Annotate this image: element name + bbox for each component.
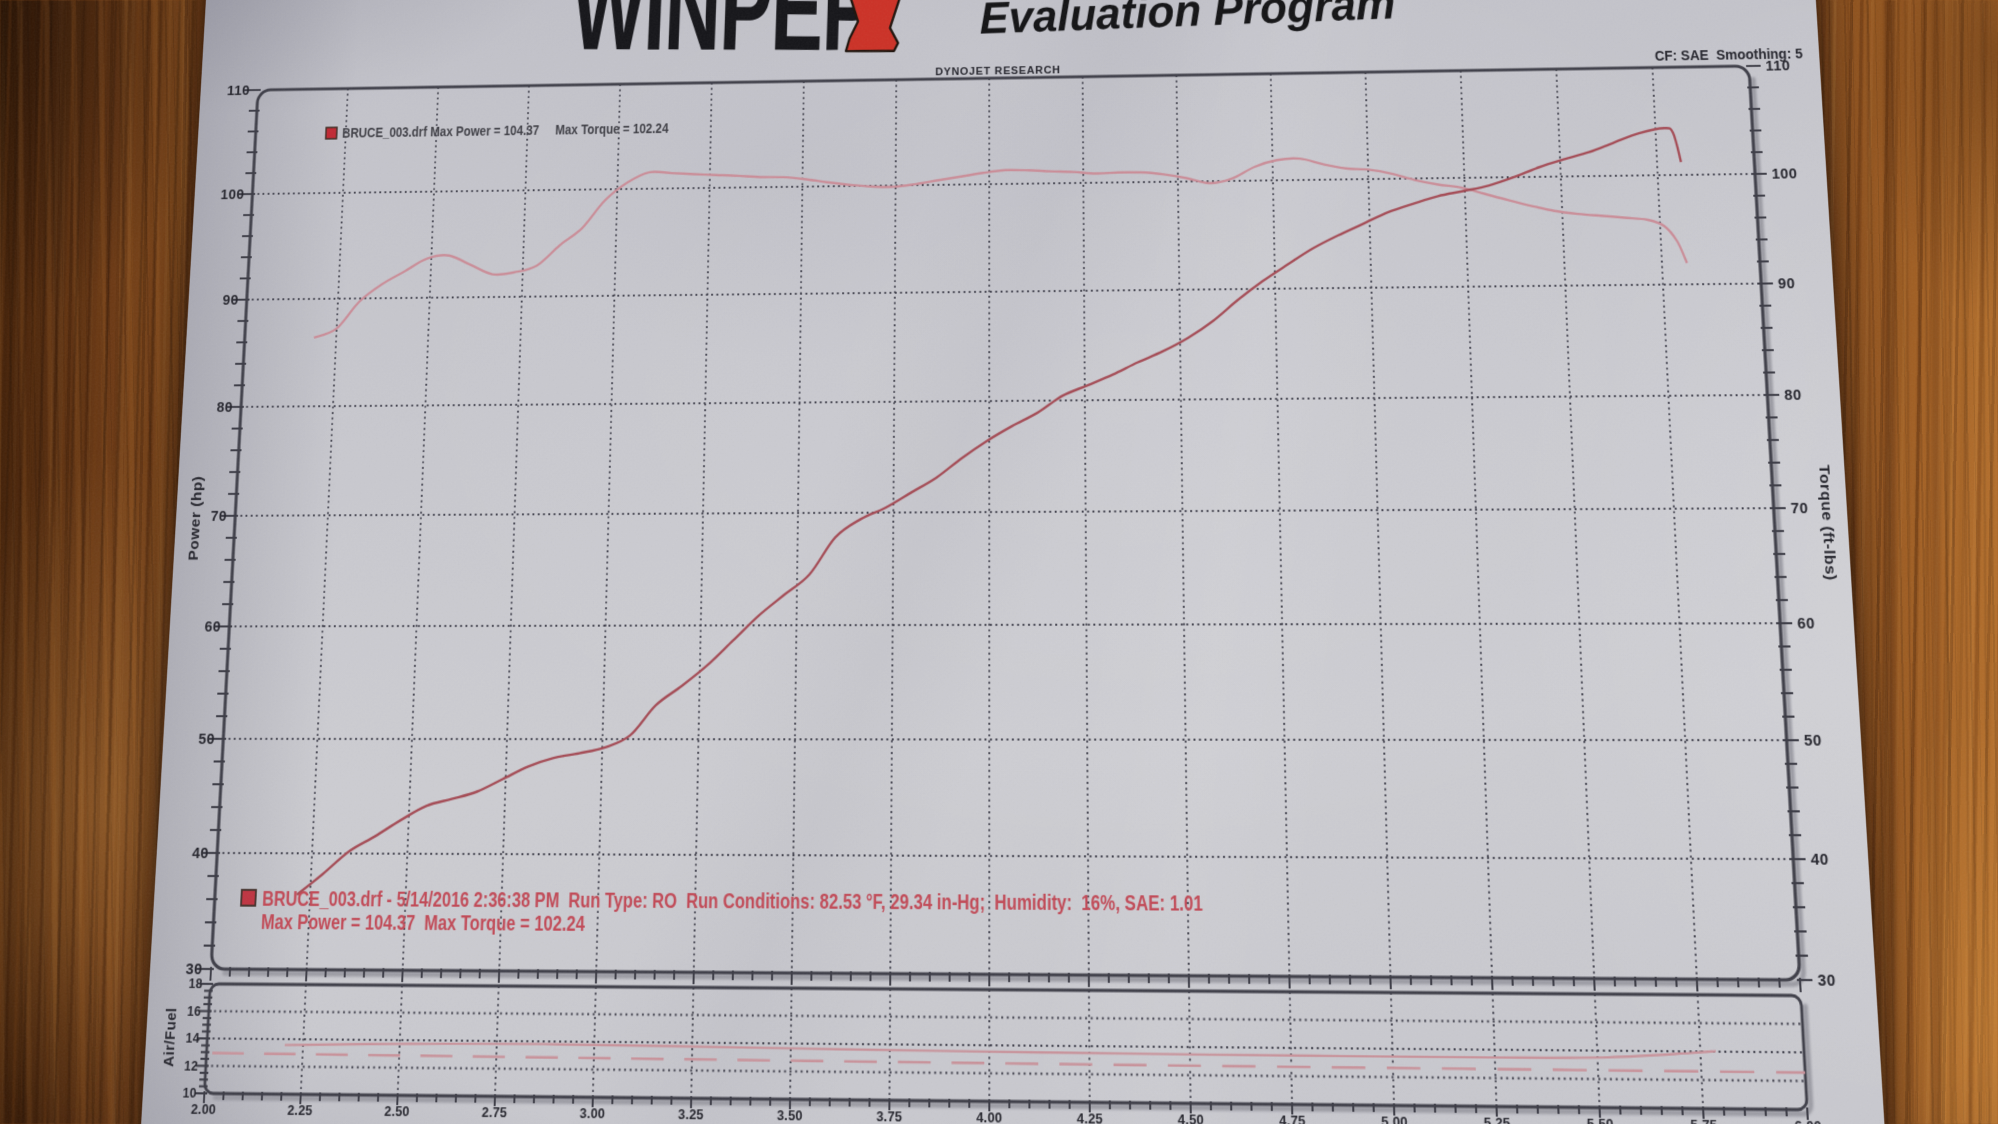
- svg-text:2.75: 2.75: [481, 1105, 507, 1121]
- svg-text:3.00: 3.00: [579, 1106, 605, 1122]
- svg-text:5.00: 5.00: [1381, 1114, 1408, 1124]
- svg-text:Air/Fuel: Air/Fuel: [161, 1007, 179, 1066]
- svg-text:50: 50: [198, 731, 215, 748]
- svg-text:2.50: 2.50: [384, 1104, 410, 1120]
- svg-text:80: 80: [1784, 387, 1802, 404]
- svg-text:70: 70: [210, 508, 227, 525]
- svg-text:CF: SAE Smoothing: 5: CF: SAE Smoothing: 5: [1654, 46, 1803, 63]
- svg-text:60: 60: [204, 619, 221, 636]
- svg-text:16: 16: [187, 1005, 202, 1019]
- svg-text:80: 80: [216, 399, 233, 415]
- svg-text:Power (hp): Power (hp): [184, 476, 205, 561]
- svg-text:10: 10: [182, 1087, 197, 1101]
- svg-text:Max Power = 104.37 Max Torque: Max Power = 104.37 Max Torque = 102.24: [261, 910, 586, 935]
- svg-text:WINPEP: WINPEP: [569, 0, 876, 77]
- svg-text:Evaluation Program: Evaluation Program: [979, 0, 1396, 43]
- svg-text:90: 90: [222, 292, 239, 308]
- svg-text:3.75: 3.75: [876, 1109, 902, 1124]
- svg-text:12: 12: [184, 1060, 199, 1074]
- svg-text:4.25: 4.25: [1077, 1111, 1104, 1124]
- svg-text:BRUCE_003.drf Max Power = 104.: BRUCE_003.drf Max Power = 104.37 Max Tor…: [342, 120, 670, 141]
- svg-text:5.50: 5.50: [1586, 1116, 1614, 1124]
- svg-text:4.75: 4.75: [1279, 1113, 1306, 1124]
- svg-text:3.25: 3.25: [678, 1107, 704, 1123]
- svg-text:3.50: 3.50: [777, 1108, 803, 1124]
- svg-text:5.75: 5.75: [1690, 1117, 1718, 1124]
- svg-text:100: 100: [220, 187, 245, 203]
- svg-text:6.00: 6.00: [1794, 1119, 1822, 1124]
- svg-text:110: 110: [227, 83, 251, 99]
- svg-text:5.25: 5.25: [1483, 1115, 1511, 1124]
- svg-text:14: 14: [185, 1032, 200, 1046]
- svg-text:4.00: 4.00: [976, 1110, 1002, 1124]
- svg-text:30: 30: [185, 961, 203, 979]
- svg-text:70: 70: [1790, 500, 1809, 517]
- svg-text:40: 40: [1810, 851, 1829, 869]
- svg-text:2.00: 2.00: [191, 1102, 217, 1118]
- svg-text:90: 90: [1777, 275, 1795, 292]
- svg-text:2.25: 2.25: [287, 1103, 313, 1119]
- svg-text:30: 30: [1817, 972, 1836, 991]
- svg-text:100: 100: [1771, 166, 1798, 183]
- svg-text:Torque (ft-lbs): Torque (ft-lbs): [1816, 465, 1841, 581]
- svg-text:40: 40: [192, 845, 209, 862]
- svg-text:18: 18: [188, 978, 203, 992]
- svg-text:50: 50: [1803, 732, 1822, 750]
- svg-text:60: 60: [1797, 615, 1816, 633]
- svg-text:4.50: 4.50: [1178, 1112, 1205, 1124]
- svg-text:DYNOJET RESEARCH: DYNOJET RESEARCH: [935, 65, 1060, 79]
